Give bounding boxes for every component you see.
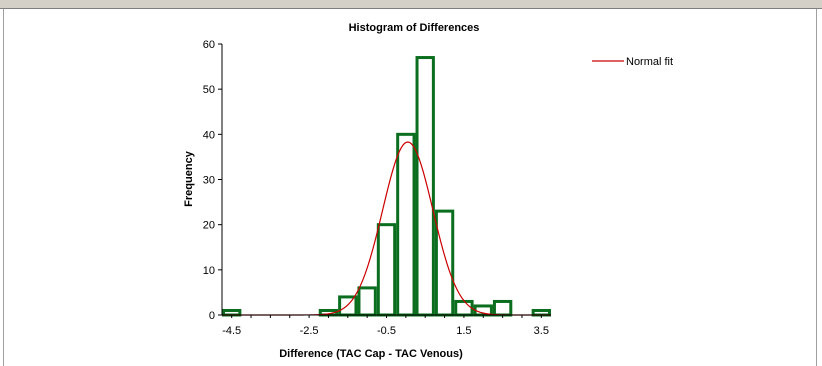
x-axis-label: Difference (TAC Cap - TAC Venous) <box>279 348 463 360</box>
histogram-bar <box>415 56 435 317</box>
histogram-bar <box>454 299 474 317</box>
histogram-bars <box>222 56 551 317</box>
histogram-bar <box>434 209 455 317</box>
y-tick-label: 50 <box>203 84 215 96</box>
x-tick-label: -2.5 <box>300 325 319 337</box>
histogram-bar <box>396 132 416 317</box>
legend: Normal fit <box>592 56 673 68</box>
histogram-bar <box>492 299 513 317</box>
histogram-bar <box>357 286 377 317</box>
histogram-bar <box>376 223 397 317</box>
y-tick-label: 20 <box>203 220 215 232</box>
histogram-bar <box>531 308 551 317</box>
window-top-bar <box>0 0 822 9</box>
x-tick-label: -4.5 <box>222 325 241 337</box>
x-tick-label: 1.5 <box>456 325 471 337</box>
y-tick-label: 30 <box>203 175 215 187</box>
histogram-bar <box>338 295 358 317</box>
window-right-edge <box>816 9 822 366</box>
y-tick-label: 60 <box>203 39 215 51</box>
x-tick-label: 3.5 <box>534 325 549 337</box>
y-tick-label: 10 <box>203 265 215 277</box>
y-axis-ticks: 0 10 20 30 40 50 60 <box>203 39 222 322</box>
y-tick-label: 40 <box>203 129 215 141</box>
histogram-bar <box>222 308 242 317</box>
window-left-edge <box>0 9 4 366</box>
y-axis-label: Frequency <box>183 150 195 207</box>
y-tick-label: 0 <box>209 310 215 322</box>
chart-title: Histogram of Differences <box>349 22 480 34</box>
legend-label-normal-fit: Normal fit <box>626 56 673 68</box>
x-tick-label: -0.5 <box>377 325 396 337</box>
x-axis-ticks: -4.5 -2.5 -0.5 1.5 3.5 <box>222 315 549 337</box>
